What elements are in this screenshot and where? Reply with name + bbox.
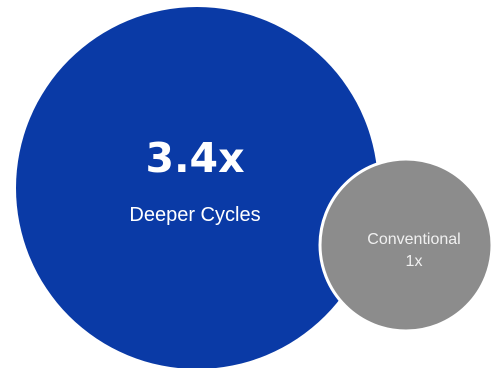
bubble-deeper-cycles bbox=[16, 7, 378, 368]
deeper-cycles-name-label: Deeper Cycles bbox=[129, 204, 260, 226]
conventional-name-label: Conventional bbox=[367, 231, 460, 248]
conventional-value-label: 1x bbox=[406, 253, 423, 270]
bubble-conventional bbox=[318, 157, 494, 333]
deeper-cycles-value-label: 3.4x bbox=[145, 134, 244, 182]
